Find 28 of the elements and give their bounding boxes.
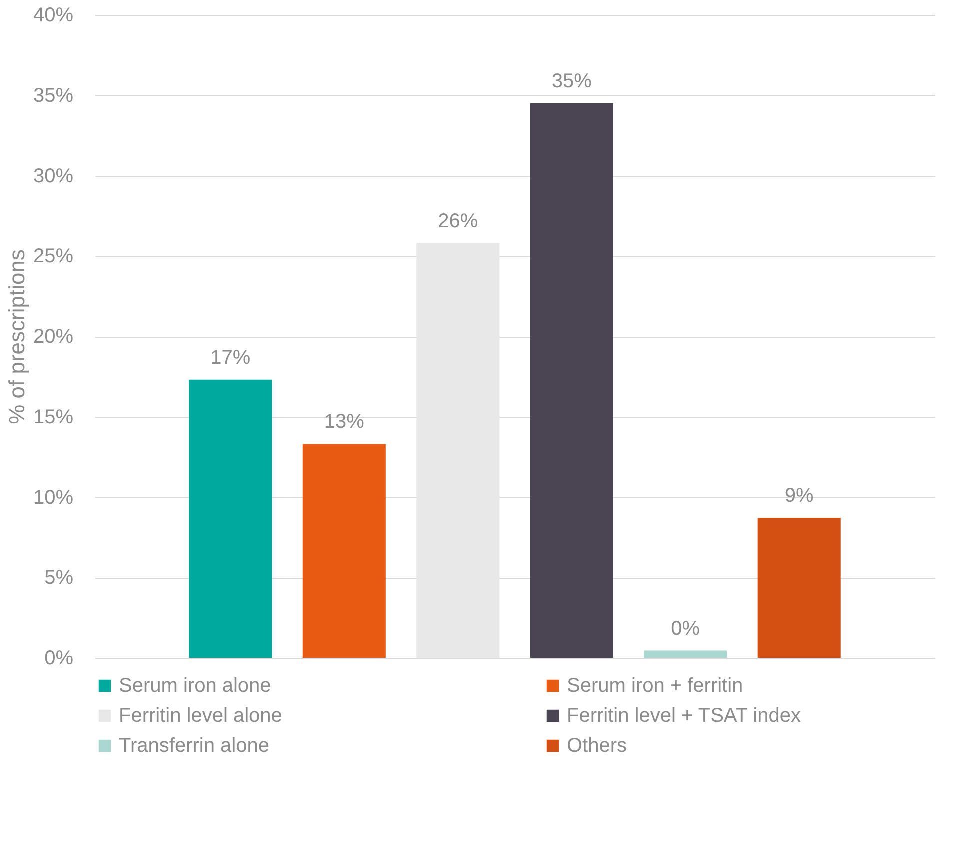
y-tick-label: 5%	[44, 567, 74, 590]
legend-label: Serum iron + ferritin	[567, 675, 744, 697]
y-axis-title: % of prescriptions	[4, 250, 30, 424]
legend-label: Ferritin level alone	[119, 705, 282, 727]
bar	[416, 243, 500, 658]
bar	[758, 518, 841, 658]
y-tick-label: 0%	[44, 648, 74, 670]
data-label: 13%	[324, 411, 365, 434]
y-tick-label: 15%	[33, 406, 74, 428]
legend-label: Ferritin level + TSAT index	[567, 705, 801, 727]
y-tick-label: 10%	[33, 486, 74, 509]
y-tick-label: 20%	[33, 326, 74, 348]
bar	[644, 650, 728, 658]
bar	[302, 444, 386, 658]
data-label: 17%	[210, 346, 251, 369]
legend-label: Transferrin alone	[119, 735, 270, 757]
legend-label: Others	[567, 735, 628, 757]
data-label: 26%	[438, 210, 478, 232]
bar	[530, 103, 614, 658]
y-tick-label: 25%	[33, 246, 74, 268]
y-tick-label: 30%	[33, 165, 74, 188]
data-label: 9%	[784, 485, 814, 508]
bar	[189, 380, 272, 658]
y-tick-label: 40%	[33, 4, 74, 26]
data-label: 35%	[552, 70, 592, 92]
y-tick-label: 35%	[33, 84, 74, 107]
data-label: 0%	[671, 618, 700, 640]
legend-label: Serum iron alone	[119, 675, 272, 697]
